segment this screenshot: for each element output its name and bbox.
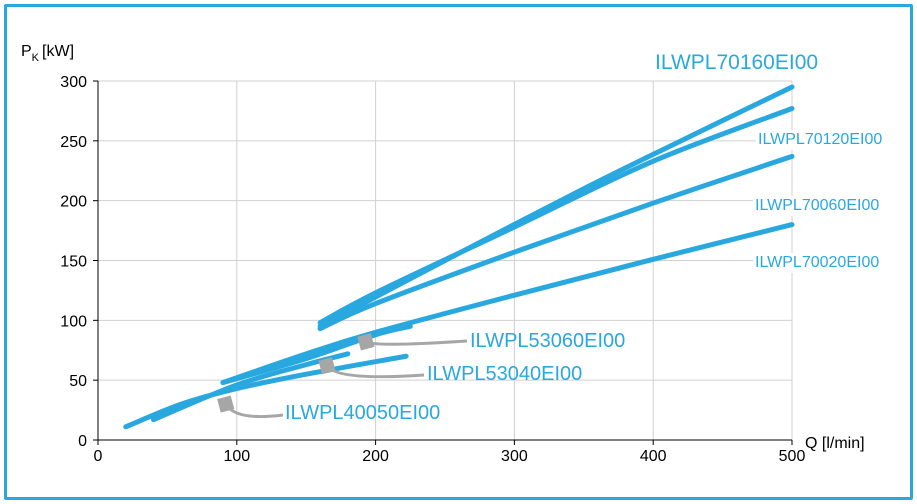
series-label-background (753, 253, 882, 273)
x-tick-label: 200 (362, 448, 389, 465)
x-tick-label: 0 (94, 448, 103, 465)
y-tick-label: 150 (60, 254, 87, 271)
series-label-background (653, 50, 821, 75)
series-label-background (756, 130, 885, 150)
callout-marker-ilwpl53040ei00 (318, 357, 336, 375)
callout-marker-ilwpl53060ei00 (357, 333, 375, 351)
series-label-ilwpl70160ei00: ILWPL70160EI00 (655, 51, 818, 74)
x-axis-label: Q [l/min] (805, 435, 865, 452)
y-tick-label: 250 (60, 134, 87, 151)
series-label-ilwpl70020ei00: ILWPL70020EI00 (755, 254, 879, 271)
series-label-ilwpl70120ei00: ILWPL70120EI00 (758, 131, 882, 148)
series-line-ilwpl70020ei00 (220, 222, 795, 386)
callout-label-ilwpl40050ei00: ILWPL40050EI00 (285, 402, 440, 424)
y-axis-label: PK [kW] (21, 43, 74, 64)
x-tick-label: 500 (779, 448, 806, 465)
tick-labels: 0 100 200 300 400 500 0 50 100 150 200 250 300 (60, 74, 805, 465)
series-line-ilwpl70060ei00 (317, 153, 795, 332)
series-labels: ILWPL70160EI00 ILWPL70120EI00 ILWPL70060EI… (653, 50, 885, 273)
series-line-ilwpl53060ei00 (220, 323, 413, 386)
y-tick-label: 100 (60, 313, 87, 330)
x-tick-label: 100 (223, 448, 250, 465)
y-tick-label: 300 (60, 74, 87, 91)
callouts: ILWPL53060EI00 ILWPL53040EI00 ILWPL40050EI… (217, 330, 625, 424)
series-line-ilwpl70160ei00 (317, 84, 795, 329)
callout-leader-ilwpl40050ei00 (224, 403, 284, 419)
callout-leader-ilwpl53060ei00 (365, 339, 468, 346)
y-tick-label: 0 (78, 433, 87, 450)
series-lines (123, 84, 795, 430)
y-tick-label: 200 (60, 194, 87, 211)
series-line-ilwpl70120ei00 (317, 106, 795, 326)
x-tick-label: 400 (640, 448, 667, 465)
line-chart: 0 100 200 300 400 500 0 50 100 150 200 250 300 ILWPL… (21, 43, 885, 465)
series-label-ilwpl70060ei00: ILWPL70060EI00 (755, 197, 879, 214)
callout-label-ilwpl53040ei00: ILWPL53040EI00 (427, 363, 582, 385)
x-tick-label: 300 (501, 448, 528, 465)
series-label-background (753, 196, 882, 216)
series-line-ilwpl40050ei00 (123, 353, 409, 430)
callout-label-ilwpl53060ei00: ILWPL53060EI00 (470, 330, 625, 352)
axes (93, 80, 793, 445)
y-tick-label: 50 (69, 373, 87, 390)
chart-frame: 0 100 200 300 400 500 0 50 100 150 200 250 300 ILWPL… (4, 4, 913, 500)
callout-marker-ilwpl40050ei00 (217, 395, 235, 413)
